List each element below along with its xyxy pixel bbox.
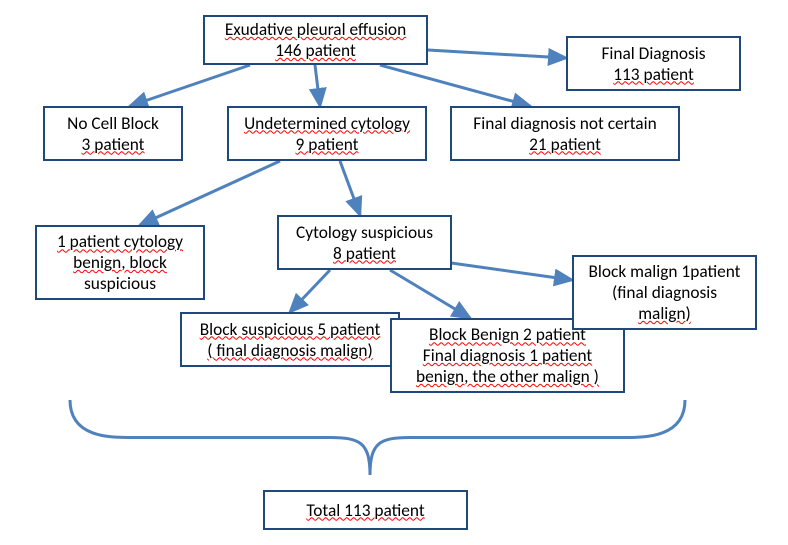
node-root: Exudative pleural effusion146 patient bbox=[203, 15, 428, 65]
node-final_diag-line-1: 113 patient bbox=[576, 64, 731, 85]
node-cyto_susp: Cytology suspicious8 patient bbox=[277, 215, 452, 270]
edge-root-to-undetermined bbox=[315, 65, 320, 106]
node-not_certain: Final diagnosis not certain21 patient bbox=[450, 106, 680, 161]
edge-undetermined-to-cyto_susp bbox=[340, 161, 360, 215]
node-block_benign2-line-2: benign, the other malign ) bbox=[400, 366, 615, 387]
node-no_cell-line-0: No Cell Block bbox=[53, 113, 173, 134]
summary-brace bbox=[70, 400, 685, 475]
node-no_cell: No Cell Block3 patient bbox=[43, 106, 183, 161]
flowchart-stage: { "type": "flowchart", "background_color… bbox=[0, 0, 788, 545]
node-undetermined: Undetermined cytology9 patient bbox=[227, 106, 427, 161]
node-block_susp5-line-1: ( final diagnosis malign) bbox=[190, 340, 390, 361]
node-block_malign1-line-1: (final diagnosis bbox=[582, 282, 747, 303]
edge-undetermined-to-one_patient bbox=[140, 161, 280, 225]
node-block_benign2-line-1: Final diagnosis 1 patient bbox=[400, 345, 615, 366]
node-root-line-1: 146 patient bbox=[213, 40, 418, 61]
node-not_certain-line-0: Final diagnosis not certain bbox=[460, 113, 670, 134]
node-final_diag-line-0: Final Diagnosis bbox=[576, 43, 731, 64]
node-one_patient-line-1: benign, block bbox=[45, 252, 195, 273]
edge-cyto_susp-to-block_benign2 bbox=[390, 270, 470, 318]
node-block_malign1-line-0: Block malign 1patient bbox=[582, 261, 747, 282]
node-one_patient-line-2: suspicious bbox=[45, 273, 195, 294]
node-one_patient-line-0: 1 patient cytology bbox=[45, 231, 195, 252]
node-block_malign1: Block malign 1patient(final diagnosismal… bbox=[572, 255, 757, 330]
edge-root-to-no_cell bbox=[130, 65, 250, 106]
node-cyto_susp-line-0: Cytology suspicious bbox=[287, 222, 442, 243]
edge-cyto_susp-to-block_susp5 bbox=[290, 270, 330, 312]
node-root-line-0: Exudative pleural effusion bbox=[213, 19, 418, 40]
node-final_diag: Final Diagnosis113 patient bbox=[566, 36, 741, 91]
node-total-line-0: Total 113 patient bbox=[273, 500, 458, 521]
edge-root-to-not_certain bbox=[380, 65, 530, 106]
node-no_cell-line-1: 3 patient bbox=[53, 134, 173, 155]
node-total: Total 113 patient bbox=[263, 490, 468, 530]
node-one_patient: 1 patient cytologybenign, blocksuspiciou… bbox=[35, 225, 205, 300]
node-undetermined-line-1: 9 patient bbox=[237, 134, 417, 155]
node-block_malign1-line-2: malign) bbox=[582, 303, 747, 324]
node-cyto_susp-line-1: 8 patient bbox=[287, 243, 442, 264]
node-undetermined-line-0: Undetermined cytology bbox=[237, 113, 417, 134]
edge-root-to-final_diag bbox=[428, 50, 566, 58]
node-block_susp5: Block suspicious 5 patient( final diagno… bbox=[180, 312, 400, 367]
node-not_certain-line-1: 21 patient bbox=[460, 134, 670, 155]
node-block_susp5-line-0: Block suspicious 5 patient bbox=[190, 319, 390, 340]
